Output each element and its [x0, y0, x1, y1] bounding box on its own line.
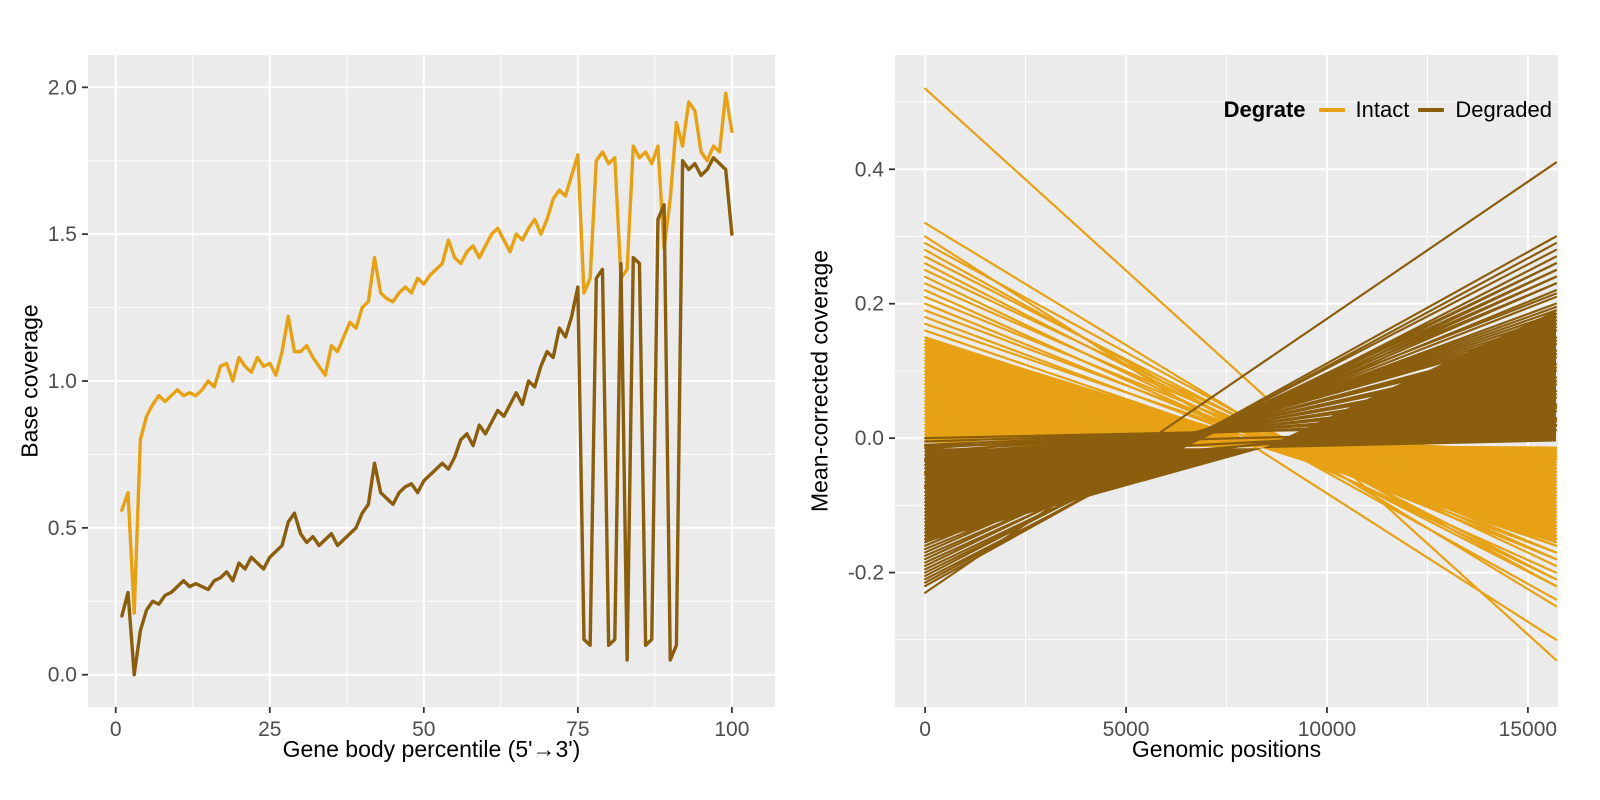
legend-label-degraded: Degraded	[1455, 97, 1552, 122]
fit-line-degraded	[924, 356, 1558, 490]
legend-label-intact: Intact	[1355, 97, 1410, 122]
x-tick-label: 100	[714, 718, 749, 741]
y-tick-label: 0.2	[855, 293, 884, 316]
coverage-line-intact	[120, 91, 734, 615]
left-y-axis-title: Base coverage	[16, 304, 43, 458]
fit-line-degraded	[924, 424, 1558, 461]
x-tick-label: 15000	[1499, 718, 1557, 741]
x-tick-label: 50	[412, 718, 435, 741]
x-tick-label: 25	[258, 718, 281, 741]
left-x-axis-title: Gene body percentile (5'→3')	[282, 736, 581, 762]
fit-line-degraded	[924, 235, 1558, 588]
y-tick-label: 1.0	[48, 370, 77, 393]
fit-line-degraded	[924, 423, 1558, 440]
fit-line-degraded	[924, 404, 1558, 488]
legend-key-intact-icon	[1318, 108, 1345, 112]
legend: Degrate Intact Degraded	[1224, 97, 1552, 123]
fit-line-degraded	[924, 329, 1558, 510]
x-tick-label: 0	[110, 718, 122, 741]
fit-line-intact	[924, 87, 1558, 662]
x-tick-label: 75	[566, 718, 589, 741]
x-tick-label: 5000	[1103, 718, 1150, 741]
fit-line-degraded	[924, 369, 1558, 480]
y-tick-label: 0.0	[48, 664, 77, 687]
legend-title: Degrate	[1223, 97, 1306, 122]
x-tick-label: 10000	[1298, 718, 1356, 741]
y-tick-label: 2.0	[48, 76, 77, 99]
y-tick-label: 0.0	[855, 427, 884, 450]
y-tick-label: 1.5	[48, 223, 77, 246]
y-tick-label: 0.5	[48, 517, 77, 540]
right-y-axis-title: Mean-corrected coverage	[806, 249, 833, 513]
y-tick-label: -0.2	[848, 562, 884, 585]
y-tick-label: 0.4	[855, 158, 885, 181]
fit-line-degraded	[924, 396, 1558, 460]
legend-key-degraded-icon	[1418, 108, 1445, 112]
x-tick-label: 0	[919, 718, 931, 741]
coverage-line-degraded	[120, 156, 734, 677]
fit-line-degraded	[924, 410, 1558, 450]
fit-line-degraded	[924, 428, 1558, 448]
fit-line-intact	[924, 316, 1558, 554]
right-x-axis-title: Genomic positions	[1131, 736, 1322, 762]
